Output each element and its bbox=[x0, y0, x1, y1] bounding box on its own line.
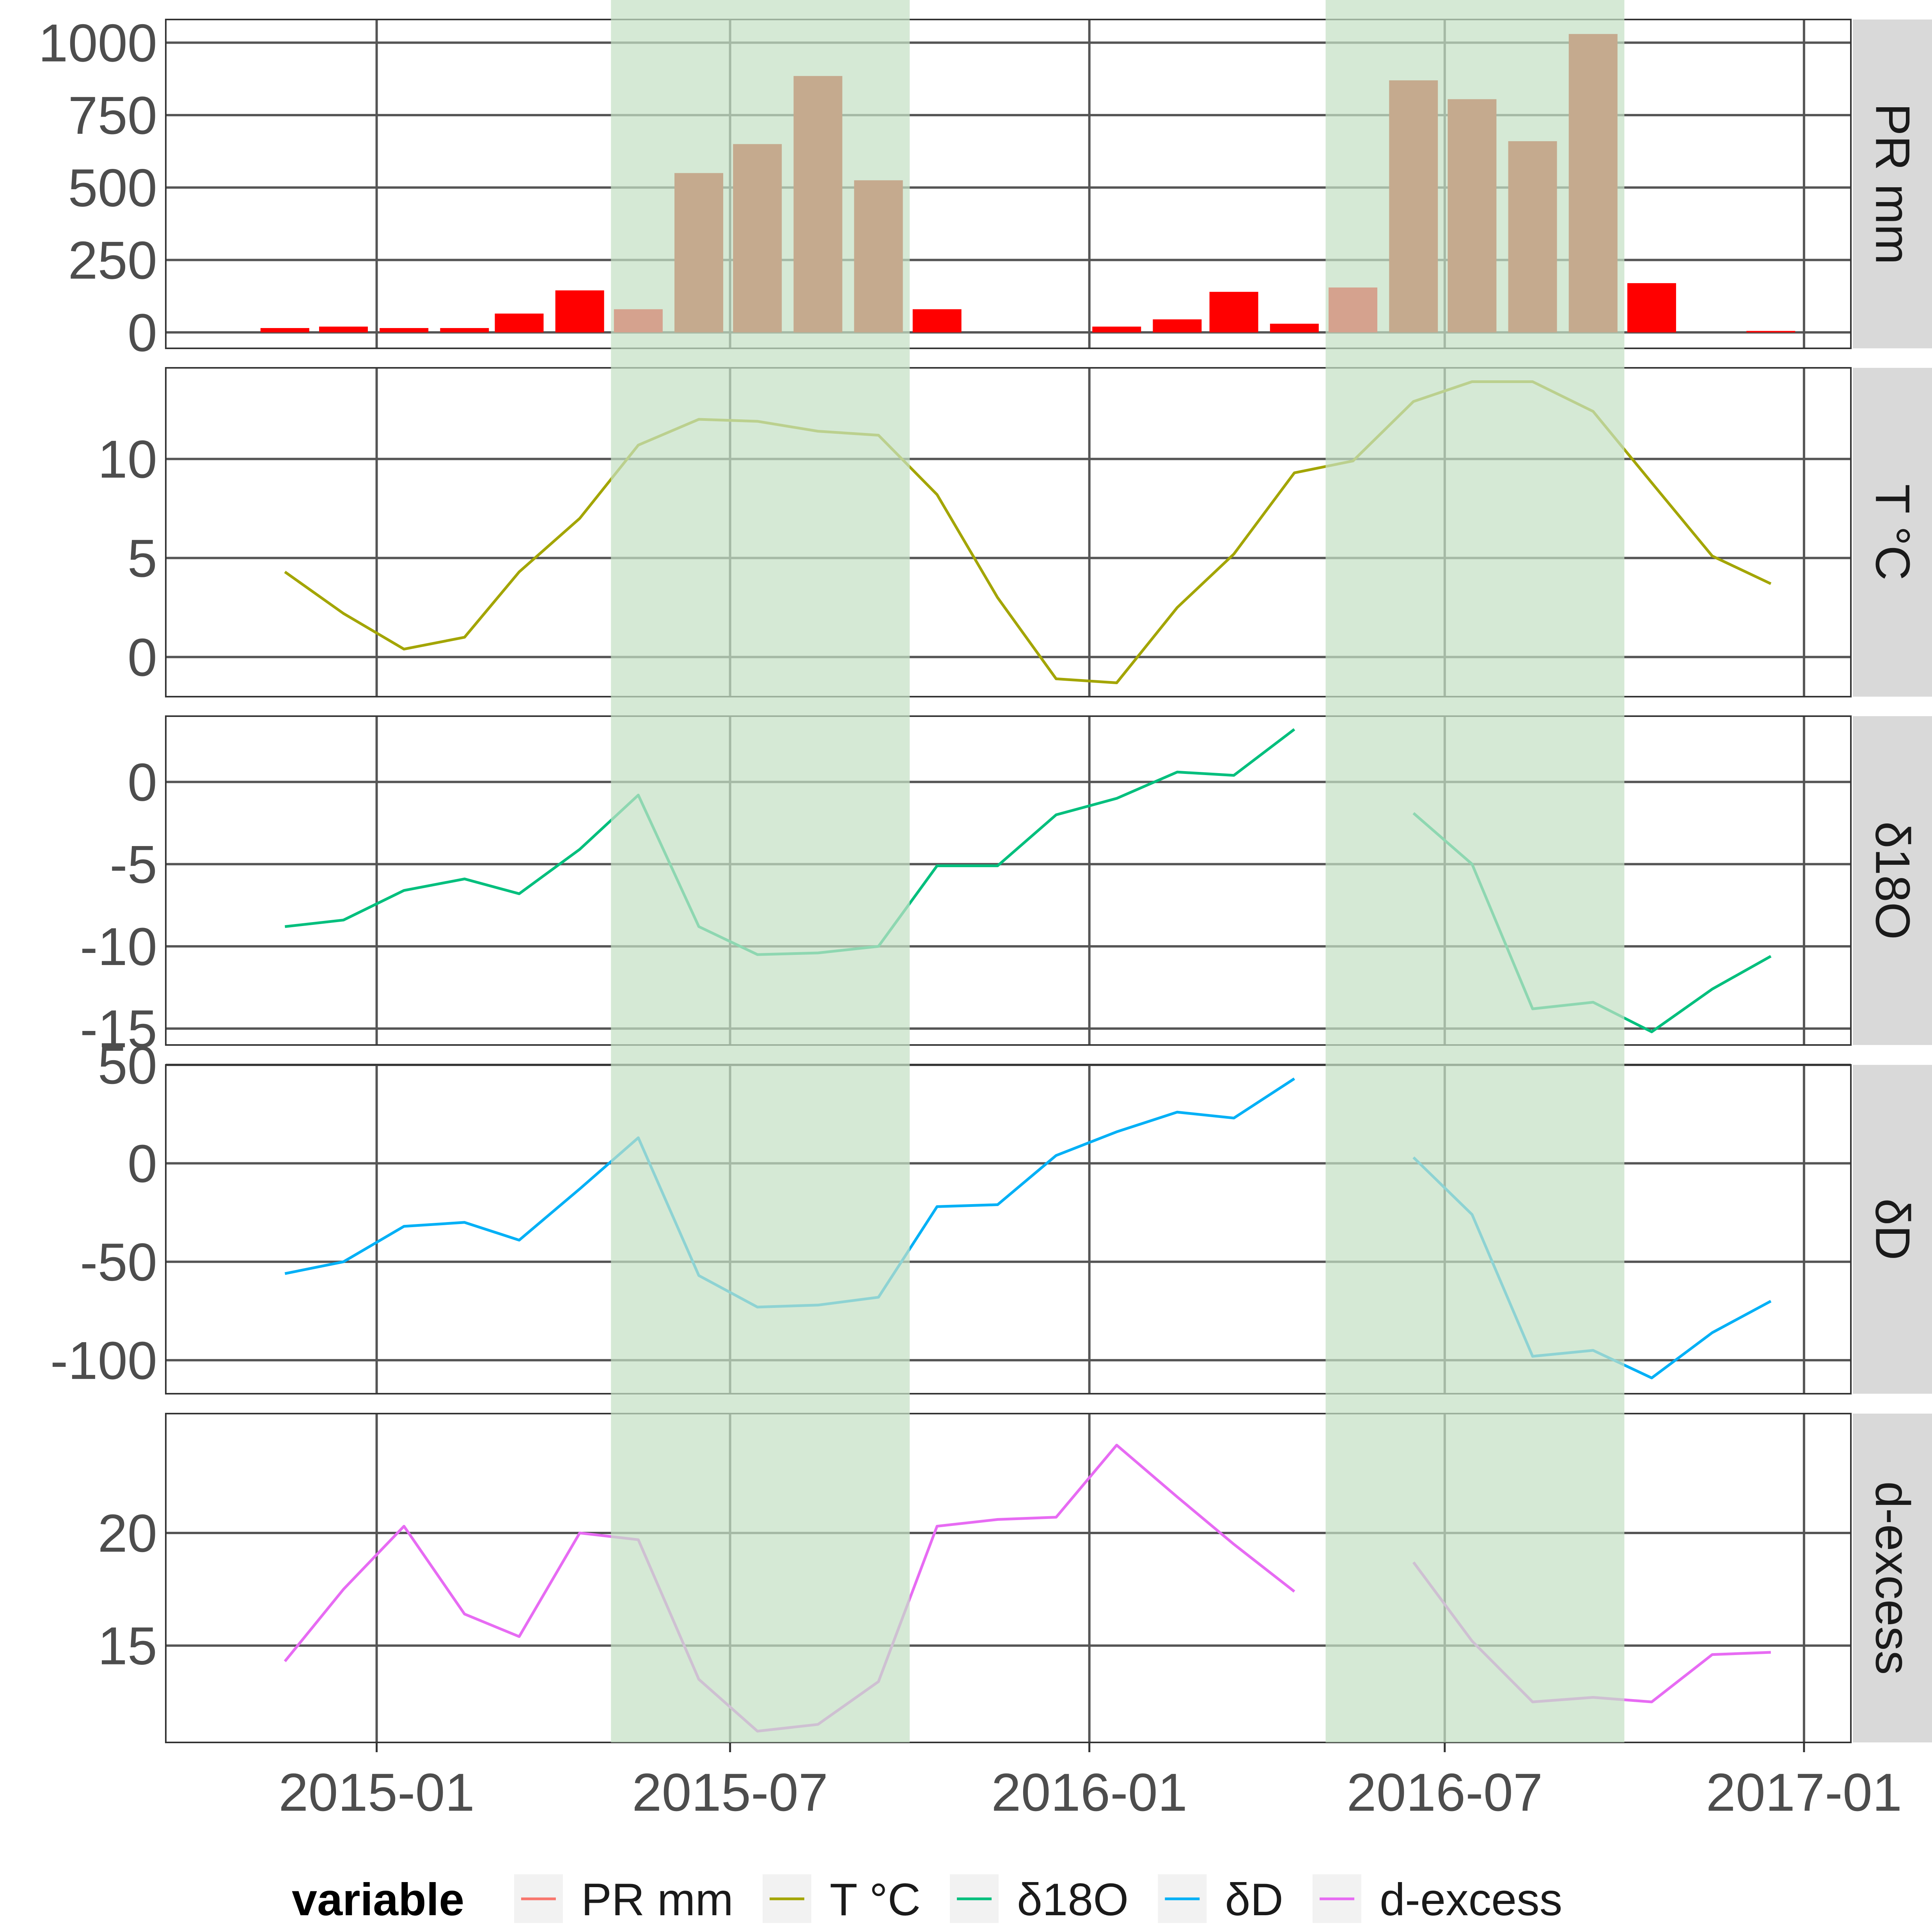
highlight-band bbox=[1325, 0, 1625, 1742]
legend-label: d-excess bbox=[1380, 1874, 1562, 1925]
highlight-bands bbox=[611, 0, 1625, 1742]
bar bbox=[440, 328, 489, 333]
x-tick-label: 2017-01 bbox=[1706, 1763, 1902, 1822]
panel-3: -100 -50 0 50 δD bbox=[50, 1036, 1932, 1394]
y-tick-label: -50 bbox=[80, 1233, 157, 1292]
bar bbox=[1092, 326, 1141, 333]
y-tick-label: 10 bbox=[98, 430, 157, 490]
highlight-band bbox=[611, 0, 910, 1742]
panel-border bbox=[165, 1413, 1852, 1743]
panel-0: 0 250 500 750 1000 PR mm bbox=[38, 13, 1932, 363]
legend: variable PR mm T °C δ18O δD d-excess bbox=[292, 1874, 1562, 1925]
y-tick-label: 750 bbox=[68, 86, 157, 145]
y-tick-label: 0 bbox=[128, 753, 157, 813]
y-tick-label: -10 bbox=[80, 917, 157, 977]
strip-background bbox=[1853, 1414, 1932, 1742]
y-tick-label: 500 bbox=[68, 158, 157, 218]
panel-2: -15 -10 -5 0 δ18O bbox=[80, 715, 1932, 1059]
y-tick-label: 1000 bbox=[38, 13, 157, 73]
panel-4: 15 20 d-excess bbox=[98, 1413, 1932, 1743]
legend-label: δ18O bbox=[1017, 1874, 1128, 1925]
y-tick-label: 250 bbox=[68, 231, 157, 290]
strip-label: δ18O bbox=[1866, 821, 1920, 940]
y-tick-label: 15 bbox=[98, 1616, 157, 1676]
y-tick-label: -5 bbox=[110, 835, 157, 894]
x-tick-label: 2015-01 bbox=[279, 1763, 475, 1822]
bar bbox=[495, 313, 544, 333]
strip-label: PR mm bbox=[1866, 103, 1920, 264]
legend-label: δD bbox=[1225, 1874, 1283, 1925]
bar bbox=[555, 290, 604, 333]
x-tick-label: 2016-01 bbox=[991, 1763, 1187, 1822]
legend-label: PR mm bbox=[581, 1874, 733, 1925]
y-tick-label: 5 bbox=[128, 529, 157, 588]
panel-border bbox=[165, 1064, 1852, 1394]
bar bbox=[319, 326, 368, 333]
legend-title: variable bbox=[292, 1874, 464, 1925]
y-tick-label: 0 bbox=[128, 1134, 157, 1194]
legend-label: T °C bbox=[830, 1874, 921, 1925]
bar bbox=[912, 309, 962, 333]
strip-label: δD bbox=[1866, 1198, 1920, 1260]
strip-background bbox=[1853, 1065, 1932, 1394]
strip-background bbox=[1853, 20, 1932, 348]
panel-1: 0 5 10 T °C bbox=[98, 367, 1932, 697]
x-axis: 2015-01 2015-07 2016-01 2016-07 2017-01 bbox=[279, 1742, 1902, 1822]
bar bbox=[260, 328, 309, 333]
strip-background bbox=[1853, 716, 1932, 1045]
panel-border bbox=[165, 715, 1852, 1046]
y-tick-label: -100 bbox=[50, 1331, 157, 1391]
strip-background bbox=[1853, 368, 1932, 697]
y-tick-label: 50 bbox=[98, 1036, 157, 1095]
panel-border bbox=[165, 19, 1852, 349]
x-tick-label: 2016-07 bbox=[1347, 1763, 1543, 1822]
bar bbox=[1209, 292, 1258, 333]
y-tick-label: 0 bbox=[128, 303, 157, 363]
y-tick-label: -15 bbox=[80, 999, 157, 1059]
strip-label: T °C bbox=[1866, 484, 1920, 580]
bar bbox=[380, 328, 429, 333]
y-tick-label: 20 bbox=[98, 1504, 157, 1563]
y-tick-label: 0 bbox=[128, 628, 157, 687]
x-tick-label: 2015-07 bbox=[632, 1763, 828, 1822]
panel-border bbox=[165, 367, 1852, 697]
bar bbox=[1270, 323, 1319, 333]
bar bbox=[1153, 319, 1202, 333]
strip-label: d-excess bbox=[1866, 1481, 1920, 1675]
bar bbox=[1627, 283, 1676, 333]
bar bbox=[1746, 331, 1795, 333]
